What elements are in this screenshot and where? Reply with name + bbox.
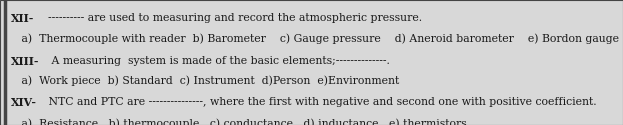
Text: XII-: XII- bbox=[11, 13, 35, 24]
Text: a)  Work piece  b) Standard  c) Instrument  d)Person  e)Environment: a) Work piece b) Standard c) Instrument … bbox=[11, 76, 399, 86]
Text: ---------- are used to measuring and record the atmospheric pressure.: ---------- are used to measuring and rec… bbox=[41, 13, 422, 23]
Text: a)  Thermocouple with reader  b) Barometer    c) Gauge pressure    d) Aneroid ba: a) Thermocouple with reader b) Barometer… bbox=[11, 33, 619, 44]
Text: NTC and PTC are ---------------, where the first with negative and second one wi: NTC and PTC are ---------------, where t… bbox=[45, 97, 596, 107]
Text: XIV-: XIV- bbox=[11, 97, 37, 108]
Text: a)  Resistance   b) thermocouple   c) conductance   d) inductance   e) thermisto: a) Resistance b) thermocouple c) conduct… bbox=[11, 118, 467, 125]
Text: A measuring  system is made of the basic elements;--------------.: A measuring system is made of the basic … bbox=[48, 56, 390, 66]
Text: XIII-: XIII- bbox=[11, 56, 40, 67]
